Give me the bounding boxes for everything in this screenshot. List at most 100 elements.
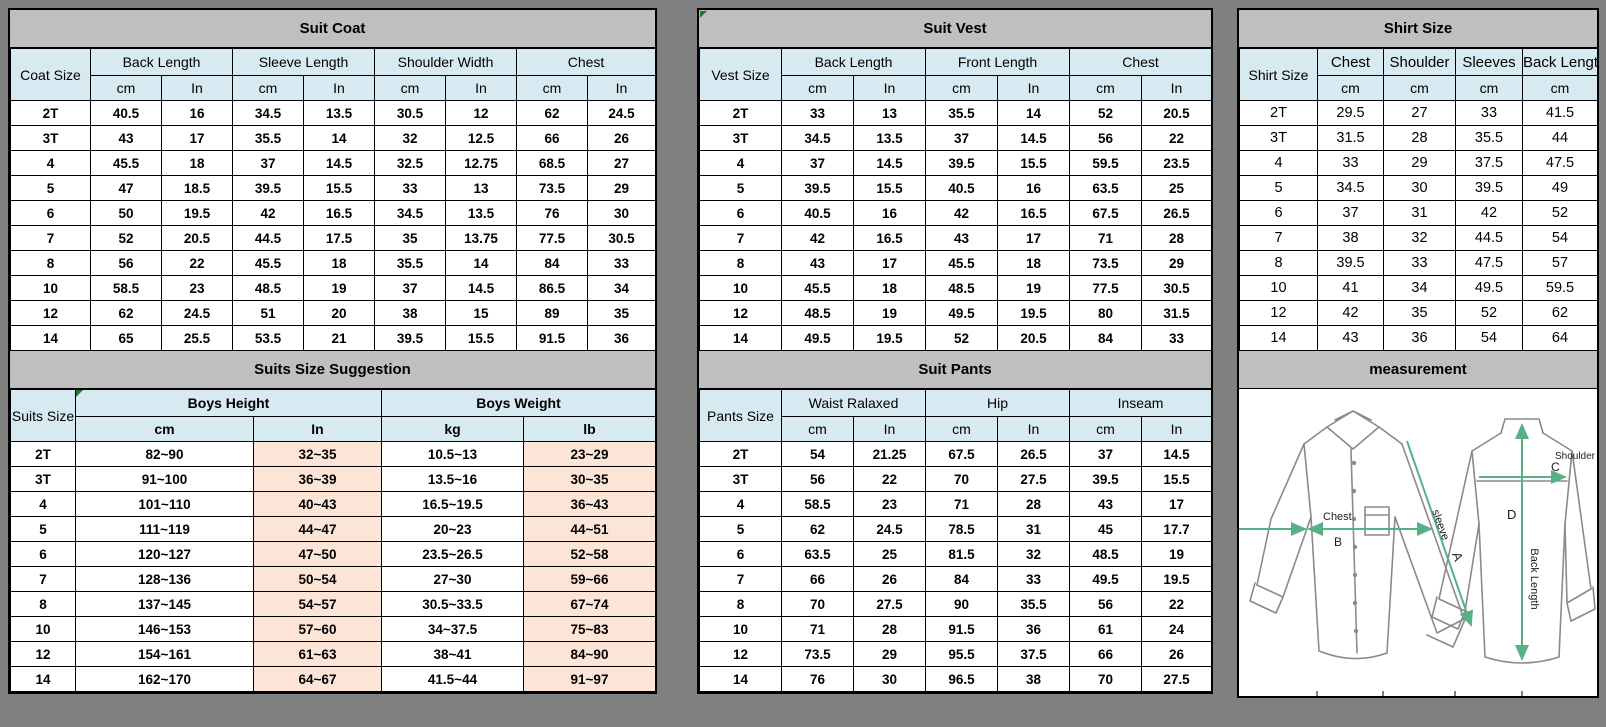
table-row: 10 41 34 49.5 59.5 — [1239, 275, 1598, 301]
value-cell: 71 — [1069, 225, 1143, 251]
value-cell: 22 — [161, 250, 233, 276]
value-cell: 18 — [303, 250, 375, 276]
value-cell: 35 — [1383, 300, 1456, 326]
value-cell: 13.75 — [445, 225, 517, 251]
suits-suggestion-section: Suits Size Suggestion Suits Size Boys He… — [10, 351, 656, 692]
value-cell: 84 — [1069, 325, 1143, 351]
value-cell: 84~90 — [523, 641, 656, 667]
suit-coat-title: Suit Coat — [10, 10, 655, 48]
table-row: 2T 82~90 32~35 10.5~13 23~29 — [10, 441, 656, 467]
value-cell: 66 — [781, 566, 854, 592]
value-cell: 34.5 — [781, 125, 854, 151]
value-cell: 53.5 — [232, 325, 304, 351]
value-cell: 52 — [925, 325, 998, 351]
value-cell: 24.5 — [586, 100, 657, 126]
value-cell: 49.5 — [1455, 275, 1523, 301]
unit-label: cm — [1317, 75, 1384, 101]
size-cell: 5 — [10, 175, 91, 201]
unit-label: In — [445, 75, 517, 101]
value-cell: 34 — [1383, 275, 1456, 301]
size-cell: 2T — [699, 441, 782, 467]
size-cell: 2T — [10, 441, 76, 467]
value-cell: 43 — [925, 225, 998, 251]
shirt-size-title-text: Shirt Size — [1383, 20, 1453, 37]
size-cell: 5 — [699, 175, 782, 201]
value-cell: 19 — [996, 275, 1071, 301]
value-cell: 16 — [996, 175, 1071, 201]
value-cell: 30~35 — [523, 466, 656, 492]
value-cell: 31 — [1383, 200, 1456, 226]
value-cell: 40~43 — [253, 491, 382, 517]
value-cell: 47.5 — [1522, 150, 1598, 176]
value-cell: 34.5 — [1317, 175, 1384, 201]
size-cell: 12 — [10, 300, 91, 326]
value-cell: 33 — [374, 175, 446, 201]
table-row: 14 162~170 64~67 41.5~44 91~97 — [10, 666, 656, 692]
value-cell: 14 — [445, 250, 517, 276]
size-cell: 6 — [1239, 200, 1318, 226]
value-cell: 41 — [1317, 275, 1384, 301]
value-cell: 32~35 — [253, 441, 382, 467]
panel-shirt-size: Shirt Size Shirt Size Chest Shoulder Sle… — [1237, 8, 1599, 698]
value-cell: 51 — [232, 300, 304, 326]
panel-suit-vest: Suit Vest Vest Size Back Length Front Le… — [697, 8, 1213, 694]
table-row: 14 49.5 19.5 52 20.5 84 33 — [699, 325, 1213, 351]
value-cell: 61~63 — [253, 641, 382, 667]
size-cell: 8 — [10, 250, 91, 276]
suit-vest-title: Suit Vest — [699, 10, 1211, 48]
value-cell: 35.5 — [1455, 125, 1523, 151]
size-cell: 7 — [10, 566, 76, 592]
table-row: 2T 54 21.25 67.5 26.5 37 14.5 — [699, 441, 1213, 467]
value-cell: 38 — [996, 666, 1071, 692]
size-cell: 10 — [699, 275, 782, 301]
value-cell: 65 — [90, 325, 162, 351]
value-cell: 44~47 — [253, 516, 382, 542]
value-cell: 52 — [90, 225, 162, 251]
value-cell: 14.5 — [445, 275, 517, 301]
size-cell: 3T — [1239, 125, 1318, 151]
value-cell: 35 — [586, 300, 657, 326]
value-cell: 34.5 — [374, 200, 446, 226]
value-cell: 67~74 — [523, 591, 656, 617]
value-cell: 22 — [1141, 591, 1213, 617]
table-row: 2T 33 13 35.5 14 52 20.5 — [699, 100, 1213, 126]
table-row: 12 48.5 19 49.5 19.5 80 31.5 — [699, 300, 1213, 326]
value-cell: 32.5 — [374, 150, 446, 176]
value-cell: 23.5 — [1141, 150, 1213, 176]
value-cell: 73.5 — [516, 175, 588, 201]
size-cell: 6 — [699, 200, 782, 226]
value-cell: 62 — [516, 100, 588, 126]
value-cell: 70 — [1069, 666, 1143, 692]
value-cell: 54~57 — [253, 591, 382, 617]
value-cell: 39.5 — [1455, 175, 1523, 201]
value-cell: 57 — [1522, 250, 1598, 276]
column-group-label: Boys Height — [75, 389, 382, 417]
size-chart-sheet: Suit Coat Coat Size Back Length Sleeve L… — [8, 8, 1599, 698]
value-cell: 39.5 — [232, 175, 304, 201]
value-cell: 63.5 — [781, 541, 854, 567]
column-group-label: Inseam — [1069, 389, 1213, 417]
size-cell: 14 — [699, 666, 782, 692]
value-cell: 37 — [1069, 441, 1143, 467]
value-cell: 45.5 — [90, 150, 162, 176]
value-cell: 30.5 — [374, 100, 446, 126]
value-cell: 25 — [853, 541, 926, 567]
value-cell: 34.5 — [232, 100, 304, 126]
size-cell: 4 — [10, 491, 76, 517]
value-cell: 128~136 — [75, 566, 254, 592]
value-cell: 20~23 — [381, 516, 524, 542]
value-cell: 91.5 — [516, 325, 588, 351]
value-cell: 111~119 — [75, 516, 254, 542]
measurement-diagram-box: Chest B sleeve A C Shoulder D Back Lengt… — [1239, 389, 1597, 696]
value-cell: 26.5 — [1141, 200, 1213, 226]
value-cell: 29 — [1141, 250, 1213, 276]
value-cell: 42 — [925, 200, 998, 226]
unit-label: cm — [781, 416, 854, 442]
value-cell: 76 — [781, 666, 854, 692]
shirt-size-table: Shirt Size Chest Shoulder Sleeves Back L… — [1239, 48, 1598, 351]
value-cell: 12 — [445, 100, 517, 126]
column-group-label: Chest — [515, 48, 657, 76]
value-cell: 54 — [781, 441, 854, 467]
value-cell: 52 — [1069, 100, 1143, 126]
value-cell: 33 — [586, 250, 657, 276]
